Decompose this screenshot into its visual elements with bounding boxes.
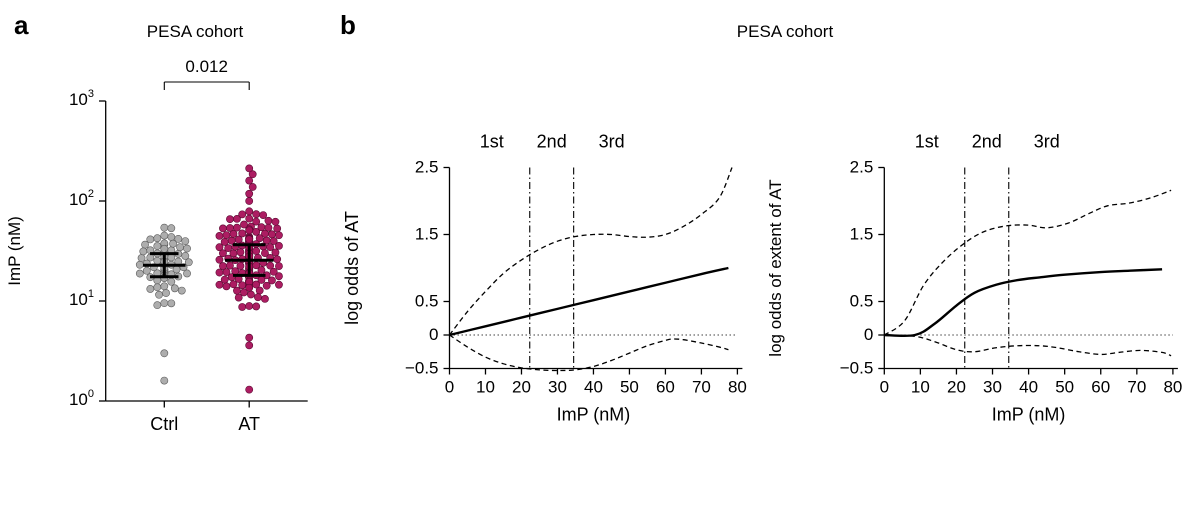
svg-text:−0.5: −0.5 [840,359,874,378]
svg-text:2.5: 2.5 [850,158,874,177]
svg-text:1st: 1st [480,132,504,152]
svg-text:50: 50 [1055,378,1074,397]
svg-text:0: 0 [880,378,889,397]
svg-text:20: 20 [947,378,966,397]
svg-text:60: 60 [1091,378,1110,397]
svg-text:30: 30 [548,378,567,397]
svg-text:10: 10 [911,378,930,397]
svg-text:80: 80 [728,378,747,397]
svg-text:ImP (nM): ImP (nM) [992,405,1066,425]
svg-text:70: 70 [1127,378,1146,397]
svg-text:0: 0 [429,325,438,344]
svg-text:40: 40 [584,378,603,397]
svg-text:50: 50 [620,378,639,397]
svg-text:2nd: 2nd [537,132,567,152]
svg-text:0: 0 [864,325,873,344]
svg-text:log odds of extent of AT: log odds of extent of AT [766,179,785,356]
svg-text:40: 40 [1019,378,1038,397]
svg-text:log odds of AT: log odds of AT [342,211,362,325]
svg-text:1st: 1st [915,132,939,152]
svg-text:1.5: 1.5 [850,225,874,244]
svg-text:2nd: 2nd [972,132,1002,152]
svg-text:0.5: 0.5 [415,292,439,311]
svg-text:20: 20 [512,378,531,397]
svg-text:30: 30 [983,378,1002,397]
svg-text:70: 70 [692,378,711,397]
svg-text:3rd: 3rd [599,132,625,152]
svg-text:60: 60 [656,378,675,397]
svg-text:10: 10 [476,378,495,397]
svg-text:−0.5: −0.5 [405,359,439,378]
svg-text:3rd: 3rd [1034,132,1060,152]
svg-text:80: 80 [1163,378,1182,397]
svg-text:1.5: 1.5 [415,225,439,244]
svg-text:ImP (nM): ImP (nM) [557,405,631,425]
svg-text:2.5: 2.5 [415,158,439,177]
svg-text:0: 0 [445,378,454,397]
svg-text:0.5: 0.5 [850,292,874,311]
